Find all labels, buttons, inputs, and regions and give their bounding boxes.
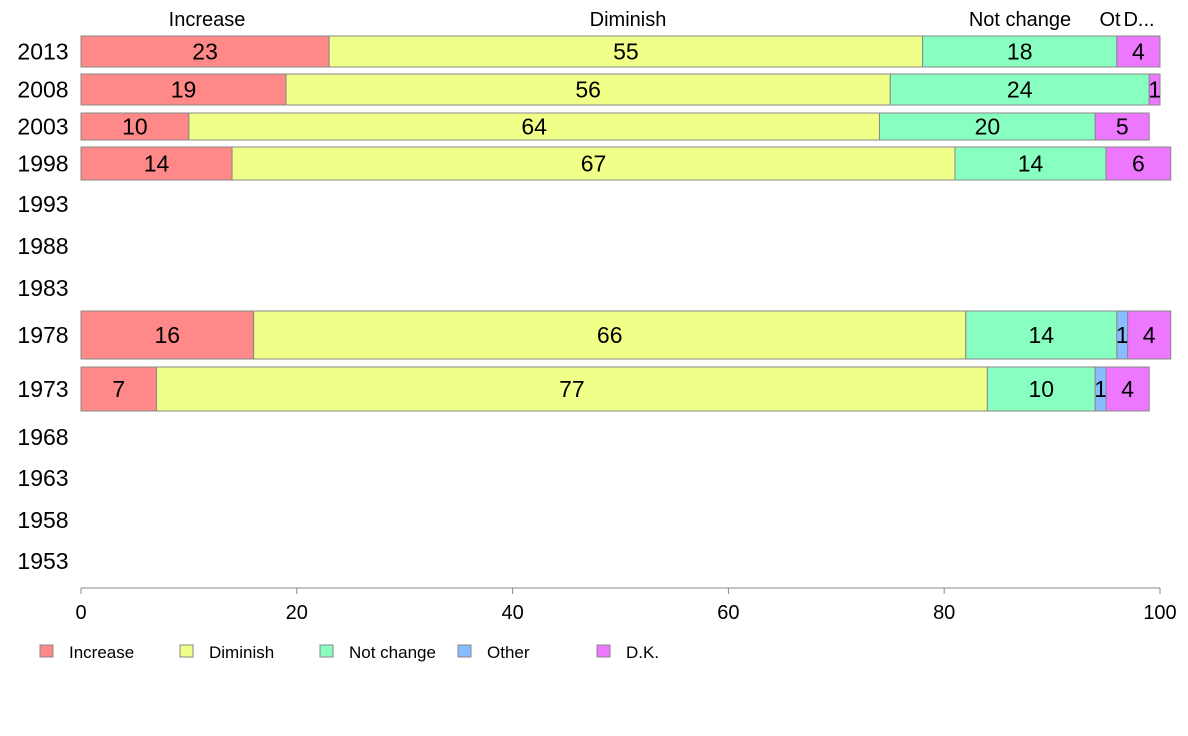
bar-value-label: 20	[975, 114, 1001, 140]
bar-segment	[231, 146, 956, 181]
bars-layer: 23 55 18 419 56 24 110 64 20 514 67 14 616 66 14 1 47 77 1…	[80, 35, 1172, 412]
bar-value-label: 55	[613, 39, 639, 65]
x-tick-label: 60	[717, 602, 739, 624]
bar-value-label: 6	[1132, 151, 1145, 177]
y-tick-label: 2008	[17, 77, 68, 103]
legend-swatch	[319, 644, 334, 658]
bar-value-label: 5	[1116, 114, 1129, 140]
y-tick-label: 2013	[17, 39, 68, 65]
bar-segment	[80, 73, 287, 106]
top-label: Increase	[169, 9, 246, 31]
x-tick-label: 40	[501, 602, 523, 624]
bar-value-label: 14	[144, 151, 170, 177]
bar-segment	[80, 112, 190, 141]
legend-swatch	[457, 644, 472, 658]
bar-value-label: 19	[171, 77, 197, 103]
bar-value-label: 4	[1143, 322, 1156, 348]
bar-value-label: 14	[1018, 151, 1044, 177]
legend-swatch	[596, 644, 611, 658]
bar-segment	[986, 366, 1096, 412]
y-tick-label: 1978	[17, 322, 68, 348]
legend-label: Increase	[69, 643, 134, 662]
bar-segment	[1094, 112, 1150, 141]
y-tick-label: 1988	[17, 233, 68, 259]
bar-segment	[922, 35, 1118, 68]
bar-value-label: 1	[1116, 322, 1129, 348]
bar-segment	[80, 35, 330, 68]
bar-segment	[878, 112, 1096, 141]
bar-segment	[80, 366, 158, 412]
bar-segment	[1116, 35, 1161, 68]
legend-label: D.K.	[626, 643, 659, 662]
bar-segment	[1105, 366, 1150, 412]
x-tick-label: 0	[75, 602, 86, 624]
bar-segment	[889, 73, 1150, 106]
bar-value-label: 16	[155, 322, 181, 348]
bar-segment	[285, 73, 891, 106]
bar-value-label: 18	[1007, 39, 1033, 65]
x-axis: 0 20 40 60 80 100	[75, 587, 1177, 624]
bar-segment	[328, 35, 924, 68]
y-tick-label: 2003	[17, 114, 68, 140]
bar-value-label: 64	[521, 114, 547, 140]
bar-value-label: 7	[112, 376, 125, 402]
y-tick-label: 1998	[17, 151, 68, 177]
legend-swatch	[39, 644, 54, 658]
bar-value-label: 14	[1029, 322, 1055, 348]
bar-segment	[1105, 146, 1172, 181]
bar-value-label: 10	[1029, 376, 1055, 402]
y-axis-labels: 2013 2008 2003 1998 1993 1988 1983 1978 1973 1968…	[17, 39, 68, 575]
bar-value-label: 66	[597, 322, 623, 348]
bar-segment	[965, 310, 1118, 360]
y-tick-label: 1963	[17, 465, 68, 491]
legend-label: Diminish	[209, 643, 274, 662]
y-tick-label: 1973	[17, 376, 68, 402]
top-column-labels: Increase Diminish Not change Ot D...	[169, 9, 1155, 31]
bar-segment	[1127, 310, 1172, 360]
bar-value-label: 67	[581, 151, 607, 177]
top-label: D...	[1123, 9, 1154, 31]
bar-value-label: 24	[1007, 77, 1033, 103]
top-label: Diminish	[590, 9, 667, 31]
y-tick-label: 1958	[17, 507, 68, 533]
bar-value-label: 1	[1094, 376, 1107, 402]
y-tick-label: 1993	[17, 191, 68, 217]
bar-value-label: 77	[559, 376, 585, 402]
bar-value-label: 10	[122, 114, 148, 140]
legend-label: Not change	[349, 643, 436, 662]
x-tick-label: 100	[1143, 602, 1176, 624]
legend-label: Other	[487, 643, 530, 662]
bar-segment	[954, 146, 1107, 181]
legend: Increase Diminish Not change Other D.K.	[39, 643, 659, 662]
legend-swatch	[179, 644, 194, 658]
bar-value-label: 4	[1121, 376, 1134, 402]
bar-value-label: 56	[575, 77, 601, 103]
y-tick-label: 1983	[17, 275, 68, 301]
bar-segment	[80, 146, 233, 181]
bar-segment	[1148, 73, 1161, 106]
bar-value-label: 1	[1148, 77, 1161, 103]
x-tick-label: 20	[286, 602, 308, 624]
bar-value-label: 23	[192, 39, 218, 65]
y-tick-label: 1953	[17, 548, 68, 574]
top-label: Not change	[969, 9, 1071, 31]
top-label: Ot	[1099, 9, 1121, 31]
bar-segment	[188, 112, 880, 141]
y-tick-label: 1968	[17, 424, 68, 450]
bar-value-label: 4	[1132, 39, 1145, 65]
x-tick-label: 80	[933, 602, 955, 624]
